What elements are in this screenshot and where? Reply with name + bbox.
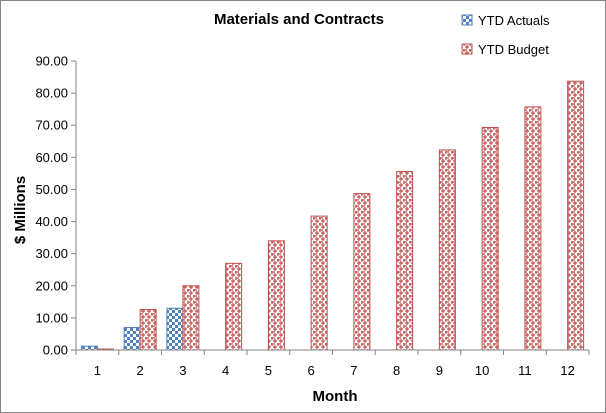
x-tick-label: 11 [518,363,532,378]
y-tick-label: 30.00 [35,246,68,261]
y-tick-label: 40.00 [35,214,68,229]
bar-ytd-actuals [80,345,98,351]
legend-swatch-ytd-budget [461,43,473,55]
x-tick-label: 2 [137,363,144,378]
bar-ytd-actuals [166,307,184,351]
y-tick-label: 10.00 [35,310,68,325]
bar-ytd-budget [182,285,200,351]
y-tick-label: 0.00 [43,343,68,358]
y-axis-title: $ Millions [12,176,29,244]
y-axis: 0.00 10.00 20.00 30.00 40.00 50.00 60.00 70.00 8… [35,54,76,358]
x-tick-label: 9 [436,363,443,378]
bar-ytd-actuals [123,327,141,351]
chart-title: Materials and Contracts [214,11,384,28]
x-tick-label: 4 [222,363,229,378]
bar-ytd-budget [438,149,456,351]
x-tick-label: 7 [350,363,357,378]
y-tick-label: 20.00 [35,278,68,293]
x-tick-label: 5 [265,363,272,378]
legend-swatch-ytd-actuals [461,14,473,26]
bar-ytd-budget [139,309,157,351]
legend-label-ytd-budget: YTD Budget [478,42,549,57]
bar-ytd-budget [353,193,371,351]
x-axis: 1 2 3 4 5 6 7 8 9 10 11 12 [75,350,590,378]
bars [80,80,585,351]
x-tick-label: 8 [393,363,400,378]
legend: YTD Actuals YTD Budget [461,13,550,57]
bar-ytd-budget [396,170,414,351]
bar-ytd-budget [481,126,499,351]
bar-ytd-budget [267,240,285,351]
y-tick-label: 90.00 [35,54,68,69]
y-tick-label: 80.00 [35,86,68,101]
bar-ytd-budget [225,262,243,351]
bar-ytd-budget [524,106,542,351]
y-tick-label: 70.00 [35,118,68,133]
legend-label-ytd-actuals: YTD Actuals [478,13,550,28]
x-tick-label: 12 [560,363,574,378]
x-tick-label: 6 [308,363,315,378]
axis-lines [75,61,589,351]
x-axis-title: Month [313,388,358,405]
bar-ytd-budget [310,215,328,351]
bar-ytd-budget [567,80,585,351]
y-tick-label: 50.00 [35,182,68,197]
x-tick-label: 3 [179,363,186,378]
y-tick-label: 60.00 [35,150,68,165]
x-tick-label: 1 [94,363,101,378]
x-tick-label: 10 [475,363,489,378]
